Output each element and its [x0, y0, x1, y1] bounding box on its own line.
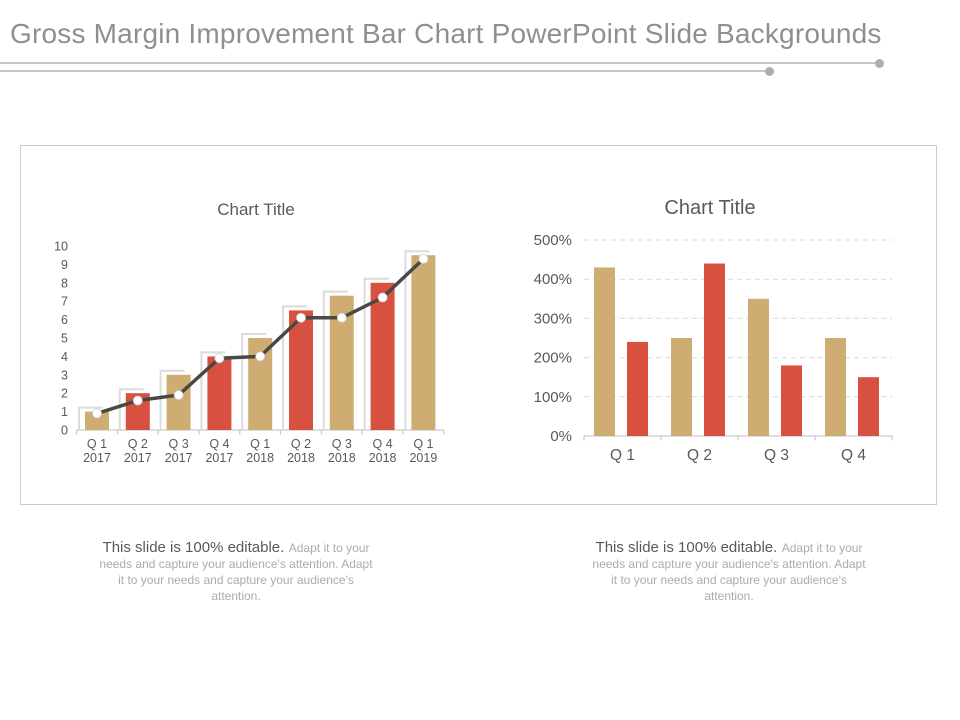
note-body: Adapt it to your needs and capture your … [99, 541, 373, 603]
title-divider-dot-2 [765, 67, 774, 76]
note-body: Adapt it to your needs and capture your … [592, 541, 866, 603]
right-chart-title: Chart Title [664, 197, 756, 219]
title-divider-line-2 [0, 70, 766, 72]
note-lead: This slide is 100% editable. [595, 539, 778, 556]
editable-note-right: This slide is 100% editable. Adapt it to… [590, 540, 868, 604]
note-lead: This slide is 100% editable. [102, 539, 285, 556]
left-chart-title: Chart Title [217, 200, 295, 219]
title-divider-dot-1 [875, 59, 884, 68]
editable-note-left: This slide is 100% editable. Adapt it to… [97, 540, 375, 604]
slide-title: Gross Margin Improvement Bar Chart Power… [10, 18, 882, 49]
title-divider-line-1 [0, 62, 876, 64]
